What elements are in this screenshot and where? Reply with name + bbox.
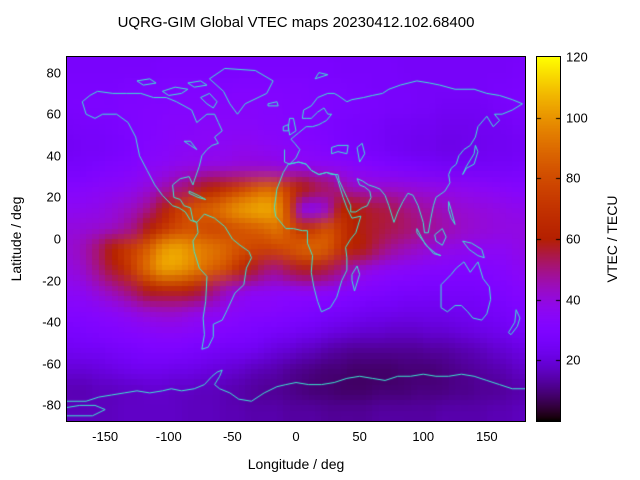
x-tick-label: 50	[352, 429, 367, 444]
map-plot-area	[66, 56, 526, 422]
colorbar-canvas	[537, 57, 560, 421]
x-tick-label: -150	[92, 429, 119, 444]
x-axis-label: Longitude / deg	[247, 456, 345, 472]
y-tick-label: -60	[42, 356, 61, 372]
x-tick-label: -100	[155, 429, 182, 444]
y-tick-label: -20	[42, 273, 61, 289]
colorbar	[536, 56, 561, 422]
y-tick-label: 0	[53, 231, 61, 247]
colorbar-tick-label: 60	[566, 231, 581, 247]
colorbar-tick-label: 120	[566, 49, 588, 65]
y-axis-label: Latitude / deg	[8, 196, 24, 282]
colorbar-label: VTEC / TECU	[604, 195, 620, 283]
y-tick-label: 80	[46, 65, 61, 81]
x-tick-label: -50	[222, 429, 242, 444]
colorbar-tick-label: 80	[566, 170, 581, 186]
y-tick-label: 20	[46, 189, 61, 205]
colorbar-tick-label: 20	[566, 352, 581, 368]
vtec-map-canvas	[67, 57, 525, 421]
colorbar-tick-label: 40	[566, 292, 581, 308]
x-tick-label: 100	[412, 429, 435, 444]
y-tick-label: -80	[42, 397, 61, 413]
x-tick-label: 0	[292, 429, 300, 444]
y-tick-label: -40	[42, 314, 61, 330]
x-tick-label: 150	[475, 429, 498, 444]
y-tick-label: 40	[46, 148, 61, 164]
colorbar-tick-label: 100	[566, 110, 588, 126]
chart-title: UQRG-GIM Global VTEC maps 20230412.102.6…	[117, 14, 475, 31]
y-tick-label: 60	[46, 106, 61, 122]
